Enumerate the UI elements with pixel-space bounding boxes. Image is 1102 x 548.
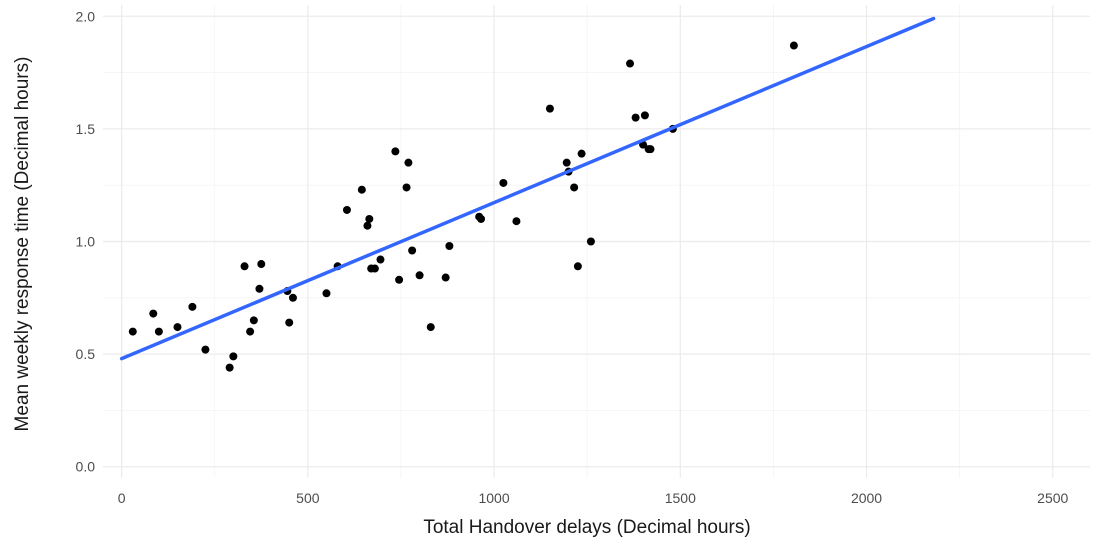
grid <box>103 5 1090 478</box>
data-point <box>426 323 435 332</box>
data-point <box>154 327 163 336</box>
data-point <box>240 262 249 271</box>
data-point <box>357 185 366 194</box>
data-point <box>376 255 385 264</box>
data-point <box>499 178 508 187</box>
data-point <box>255 284 264 293</box>
data-point <box>441 273 450 282</box>
y-tick-label: 2.0 <box>76 8 96 24</box>
data-point <box>512 217 521 226</box>
y-axis-title: Mean weekly response time (Decimal hours… <box>12 57 33 432</box>
data-point <box>586 237 595 246</box>
data-point <box>285 318 294 327</box>
data-point <box>225 363 234 372</box>
data-point <box>363 221 372 230</box>
data-point <box>573 262 582 271</box>
data-point <box>322 289 331 298</box>
x-tick-label: 500 <box>296 490 320 506</box>
data-point <box>370 264 379 273</box>
data-point <box>545 104 554 113</box>
y-tick-label: 1.5 <box>76 121 96 137</box>
x-tick-label: 1500 <box>665 490 696 506</box>
data-point <box>646 145 655 154</box>
x-tick-label: 0 <box>118 490 126 506</box>
regression-line <box>119 16 936 361</box>
data-point <box>570 183 579 192</box>
data-point <box>201 345 210 354</box>
data-points <box>128 41 798 372</box>
data-point <box>789 41 798 50</box>
data-point <box>128 327 137 336</box>
data-point <box>342 205 351 214</box>
data-point <box>445 242 454 251</box>
data-point <box>626 59 635 68</box>
data-point <box>415 271 424 280</box>
y-tick-label: 0.5 <box>76 346 96 362</box>
x-tick-label: 1000 <box>478 490 509 506</box>
data-point <box>395 275 404 284</box>
data-point <box>477 214 486 223</box>
data-point <box>188 302 197 311</box>
data-point <box>640 111 649 120</box>
data-point <box>365 214 374 223</box>
data-point <box>229 352 238 361</box>
x-tick-label: 2500 <box>1037 490 1068 506</box>
x-axis-title: Total Handover delays (Decimal hours) <box>423 517 750 538</box>
data-point <box>249 316 258 325</box>
y-tick-label: 1.0 <box>76 234 96 250</box>
regression-line-group <box>119 16 936 361</box>
data-point <box>408 246 417 255</box>
data-point <box>257 260 266 269</box>
data-point <box>577 149 586 158</box>
data-point <box>246 327 255 336</box>
data-point <box>391 147 400 156</box>
y-tick-label: 0.0 <box>76 459 96 475</box>
axis-ticks: 0 500 1000 1500 2000 2500 0.0 0.5 1.0 1.5 2.0 <box>76 8 1069 506</box>
data-point <box>149 309 158 318</box>
data-point <box>404 158 413 167</box>
data-point <box>562 158 571 167</box>
data-point <box>288 293 297 302</box>
x-tick-label: 2000 <box>851 490 882 506</box>
data-point <box>631 113 640 122</box>
data-point <box>402 183 411 192</box>
data-point <box>173 323 182 332</box>
